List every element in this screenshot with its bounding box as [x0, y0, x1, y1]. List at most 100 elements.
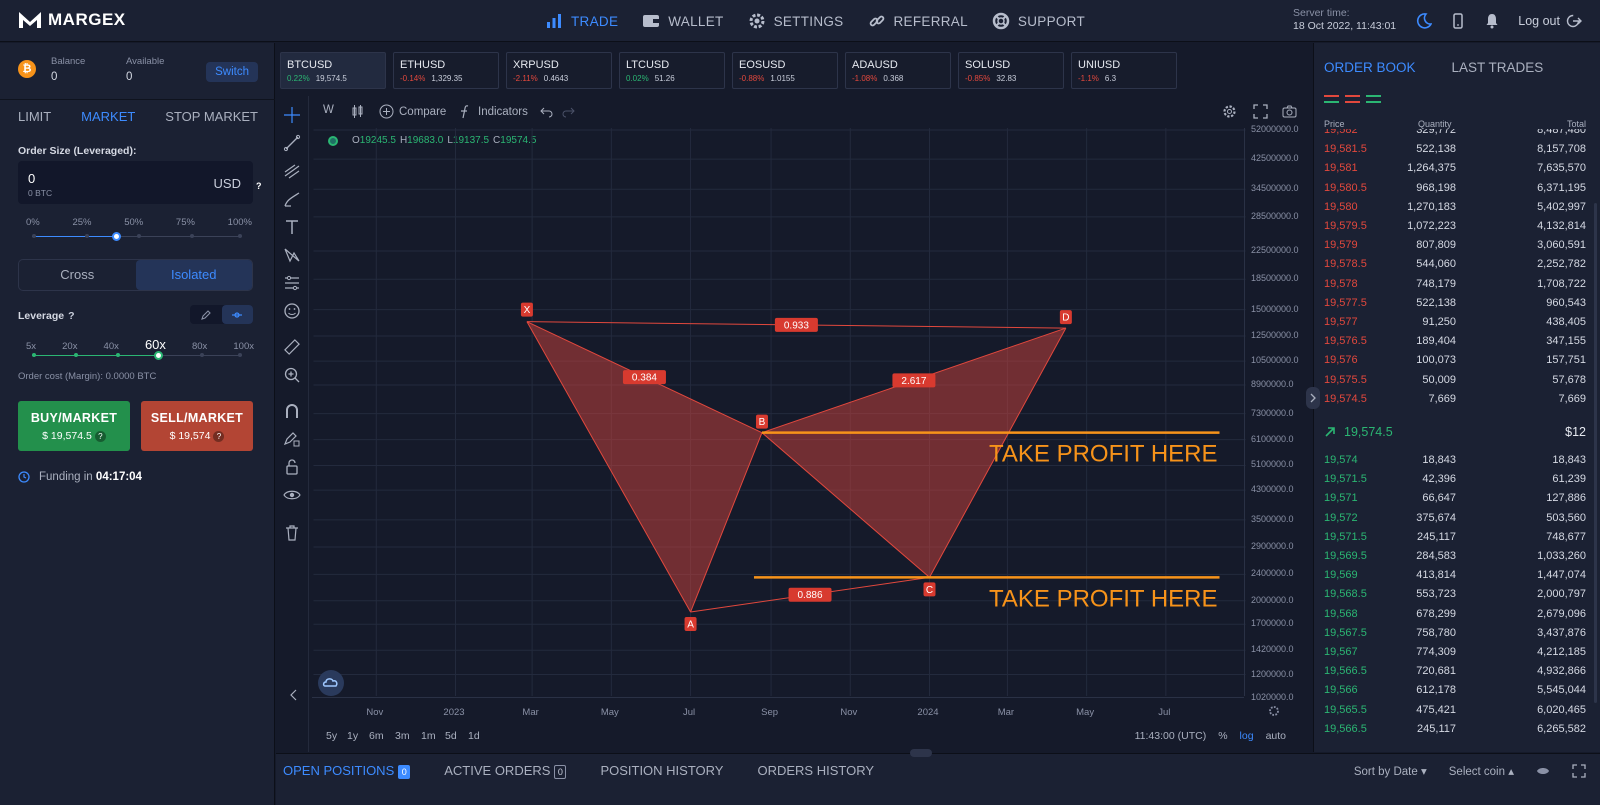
bid-row[interactable]: 19,569 413,814 1,447,074: [1324, 566, 1586, 585]
point-label-a[interactable]: A: [684, 616, 697, 631]
fullscreen-button[interactable]: [1253, 104, 1268, 119]
bid-row[interactable]: 19,571.5 245,117 748,677: [1324, 528, 1586, 547]
ask-row[interactable]: 19,578 748,179 1,708,722: [1324, 275, 1586, 294]
pct-label[interactable]: 0%: [26, 217, 40, 228]
bid-row[interactable]: 19,574 18,843 18,843: [1324, 451, 1586, 470]
time-axis[interactable]: Nov 2023 Mar May Jul Sep Nov 2024 Mar May Jul: [312, 697, 1279, 725]
ask-row[interactable]: 19,574.5 7,669 7,669: [1324, 390, 1586, 409]
asks-only-icon[interactable]: [1345, 94, 1360, 105]
leverage-tick[interactable]: 5x: [26, 341, 37, 352]
ratio-badge-xd[interactable]: 0.933: [774, 317, 818, 332]
collapse-orderbook-button[interactable]: [1306, 387, 1320, 409]
ticker-adausd[interactable]: ADAUSD -1.08% 0.368: [845, 52, 951, 89]
indicators-button[interactable]: Indicators: [458, 104, 528, 119]
ruler-tool[interactable]: [283, 338, 301, 356]
pct-label[interactable]: 25%: [72, 217, 92, 228]
visibility-tool[interactable]: [283, 486, 301, 504]
ticker-ltcusd[interactable]: LTCUSD 0.02% 51.26: [619, 52, 725, 89]
lock-tool[interactable]: [283, 458, 301, 476]
resize-handle[interactable]: [910, 749, 932, 757]
tab-order-book[interactable]: ORDER BOOK: [1324, 60, 1416, 75]
bell-icon[interactable]: [1484, 13, 1500, 29]
ticker-ethusd[interactable]: ETHUSD -0.14% 1,329.35: [393, 52, 499, 89]
log-scale-toggle[interactable]: log: [1239, 730, 1254, 742]
leverage-tick-selected[interactable]: 60x: [144, 337, 166, 352]
range-button-1d[interactable]: 1d: [468, 730, 480, 742]
bid-row[interactable]: 19,569.5 284,583 1,033,260: [1324, 547, 1586, 566]
ask-row[interactable]: 19,581 1,264,375 7,635,570: [1324, 159, 1586, 178]
bid-row[interactable]: 19,566 612,178 5,545,044: [1324, 681, 1586, 700]
size-slider-knob[interactable]: [112, 232, 121, 241]
text-tool[interactable]: [283, 218, 301, 236]
sort-by-dropdown[interactable]: Sort by Date ▾: [1354, 764, 1427, 778]
harmonic-pattern[interactable]: [526, 321, 1067, 613]
bid-row[interactable]: 19,571 66,647 127,886: [1324, 489, 1586, 508]
nav-item-support[interactable]: SUPPORT: [992, 12, 1085, 30]
leverage-slider-knob[interactable]: [154, 351, 163, 360]
nav-item-trade[interactable]: TRADE: [545, 12, 618, 30]
bid-row[interactable]: 19,568.5 553,723 2,000,797: [1324, 585, 1586, 604]
utc-clock[interactable]: 11:43:00 (UTC): [1134, 730, 1207, 742]
tab-active-orders[interactable]: ACTIVE ORDERS 0: [444, 763, 567, 779]
zoom-tool[interactable]: [283, 366, 301, 384]
tab-last-trades[interactable]: LAST TRADES: [1451, 60, 1544, 75]
order-size-help-icon[interactable]: ?: [256, 181, 262, 191]
point-label-c[interactable]: C: [923, 582, 936, 597]
select-coin-dropdown[interactable]: Select coin ▴: [1449, 764, 1514, 778]
ask-row[interactable]: 19,577.5 522,138 960,543: [1324, 294, 1586, 313]
price-chart[interactable]: TAKE PROFIT HERE TAKE PROFIT HERE 0.384 0.9…: [312, 128, 1247, 696]
prediction-tool[interactable]: [283, 274, 301, 292]
bid-row[interactable]: 19,566.5 245,117 6,265,582: [1324, 720, 1586, 739]
pct-label[interactable]: 50%: [124, 217, 144, 228]
magnet-tool[interactable]: [283, 402, 301, 420]
percent-scale-toggle[interactable]: %: [1218, 730, 1228, 742]
expand-icon[interactable]: [1572, 764, 1586, 778]
ask-row[interactable]: 19,576 100,073 157,751: [1324, 351, 1586, 370]
nav-item-settings[interactable]: SETTINGS: [748, 12, 844, 30]
leverage-slider[interactable]: [32, 351, 242, 360]
range-button-5d[interactable]: 5d: [445, 730, 457, 742]
tab-market[interactable]: MARKET: [81, 109, 136, 124]
point-label-x[interactable]: X: [520, 302, 533, 317]
leverage-slider-button[interactable]: [221, 305, 253, 324]
tab-limit[interactable]: LIMIT: [18, 109, 52, 124]
undo-button[interactable]: [539, 104, 554, 119]
range-button-6m[interactable]: 6m: [369, 730, 384, 742]
tab-orders-history[interactable]: ORDERS HISTORY: [757, 763, 874, 779]
bid-row[interactable]: 19,567 774,309 4,212,185: [1324, 643, 1586, 662]
ask-row[interactable]: 19,576.5 189,404 347,155: [1324, 332, 1586, 351]
ratio-badge-bd[interactable]: 2.617: [892, 373, 936, 388]
interval-button[interactable]: W: [323, 104, 334, 116]
leverage-edit-button[interactable]: [190, 305, 222, 324]
tab-position-history[interactable]: POSITION HISTORY: [600, 763, 723, 779]
bid-row[interactable]: 19,572 375,674 503,560: [1324, 509, 1586, 528]
range-button-1m[interactable]: 1m: [421, 730, 436, 742]
bid-row[interactable]: 19,566.5 720,681 4,932,866: [1324, 662, 1586, 681]
sell-market-button[interactable]: SELL/MARKET $ 19,574?: [141, 401, 253, 451]
leverage-tick[interactable]: 40x: [103, 341, 119, 352]
bid-row[interactable]: 19,565.5 475,421 6,020,465: [1324, 701, 1586, 720]
ask-row[interactable]: 19,579.5 1,072,223 4,132,814: [1324, 217, 1586, 236]
size-slider[interactable]: [32, 232, 242, 241]
collapse-toolbar-button[interactable]: [285, 686, 303, 704]
pct-label[interactable]: 100%: [227, 217, 252, 228]
margin-cross-option[interactable]: Cross: [60, 267, 95, 282]
switch-button[interactable]: Switch: [206, 62, 258, 82]
screenshot-button[interactable]: [1282, 104, 1297, 119]
chart-settings-button[interactable]: [1222, 104, 1237, 119]
tab-stop-market[interactable]: STOP MARKET: [165, 109, 258, 124]
auto-scale-toggle[interactable]: auto: [1265, 730, 1286, 742]
nav-item-referral[interactable]: REFERRAL: [868, 12, 968, 30]
ticker-eosusd[interactable]: EOSUSD -0.88% 1.0155: [732, 52, 838, 89]
ask-row[interactable]: 19,575.5 50,009 57,678: [1324, 371, 1586, 390]
eye-slash-icon[interactable]: [1536, 764, 1550, 778]
series-status-icon[interactable]: [328, 136, 338, 146]
point-label-b[interactable]: B: [755, 414, 768, 429]
ask-row[interactable]: 19,579 807,809 3,060,591: [1324, 236, 1586, 255]
stay-drawing-tool[interactable]: [283, 430, 301, 448]
margin-isolated-option[interactable]: Isolated: [135, 260, 252, 290]
bid-row[interactable]: 19,571.5 42,396 61,239: [1324, 470, 1586, 489]
bid-row[interactable]: 19,567.5 758,780 3,437,876: [1324, 624, 1586, 643]
ratio-badge-ac[interactable]: 0.886: [788, 587, 832, 602]
sell-help-icon[interactable]: ?: [213, 431, 225, 442]
